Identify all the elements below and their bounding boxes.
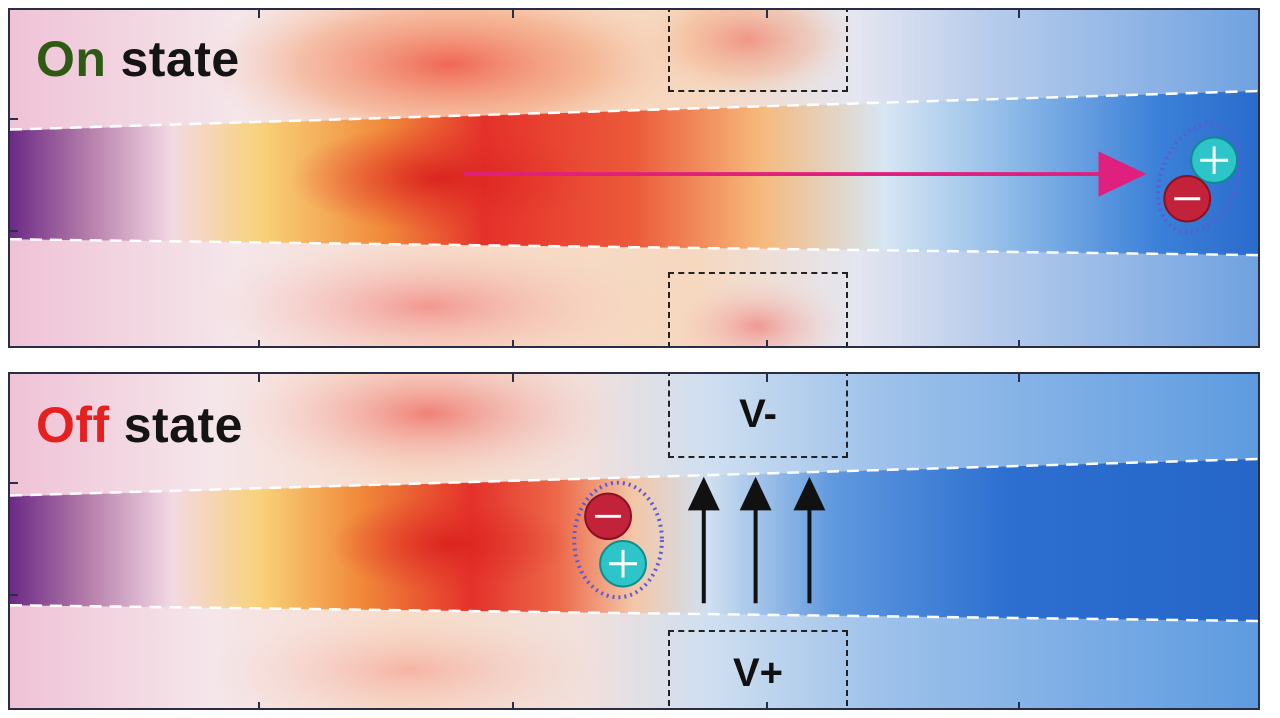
axis-tick: [766, 10, 768, 18]
state-key-word: On: [36, 31, 107, 87]
axis-tick: [258, 374, 260, 382]
top-electrode-box: V-: [668, 374, 848, 458]
axis-tick: [1018, 374, 1020, 382]
axis-tick: [1018, 702, 1020, 708]
electron-minus-icon: [1163, 175, 1212, 223]
hole-plus-icon: [599, 540, 647, 588]
axis-tick: [512, 702, 514, 708]
off-state-title: Off state: [36, 396, 243, 454]
axis-tick: [258, 702, 260, 708]
bottom-electrode-label: V+: [732, 650, 784, 695]
exciton-pair-icon: [572, 480, 664, 600]
state-rest-word: state: [123, 397, 243, 453]
bottom-electrode-box: V+: [668, 630, 848, 708]
axis-tick: [1018, 340, 1020, 346]
axis-tick: [766, 702, 768, 708]
top-electrode-label: V-: [739, 391, 777, 436]
on-state-heatmap: [10, 10, 1258, 346]
axis-tick: [258, 340, 260, 346]
electron-minus-icon: [584, 492, 633, 541]
axis-tick: [512, 340, 514, 346]
on-state-title: On state: [36, 30, 240, 88]
bottom-electrode-box: [668, 272, 848, 346]
arrowhead-icon: [1098, 151, 1147, 197]
exciton-pair-icon: [1156, 121, 1243, 235]
axis-tick: [10, 230, 18, 232]
state-key-word: Off: [36, 397, 110, 453]
electric-field-arrows: [687, 476, 826, 604]
axis-tick: [10, 118, 18, 120]
axis-tick: [258, 10, 260, 18]
axis-tick: [512, 374, 514, 382]
axis-tick: [10, 482, 18, 484]
state-rest-word: state: [120, 31, 240, 87]
on-state-panel: On state: [8, 8, 1260, 348]
axis-tick: [10, 594, 18, 596]
top-electrode-box: [668, 10, 848, 92]
off-state-panel: V- V+ Off state: [8, 372, 1260, 710]
axis-tick: [1018, 10, 1020, 18]
axis-tick: [766, 340, 768, 346]
axis-tick: [766, 374, 768, 382]
axis-tick: [512, 10, 514, 18]
off-state-heatmap: [10, 374, 1258, 708]
hole-plus-icon: [1190, 136, 1239, 184]
